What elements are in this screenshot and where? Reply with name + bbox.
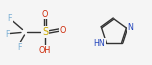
Text: F: F xyxy=(5,30,9,38)
Text: N: N xyxy=(127,23,133,32)
Text: S: S xyxy=(42,27,48,37)
Text: O: O xyxy=(60,25,66,35)
Text: OH: OH xyxy=(39,46,51,54)
Text: F: F xyxy=(17,43,21,51)
Text: F: F xyxy=(8,14,12,22)
Text: HN: HN xyxy=(94,39,105,48)
Text: O: O xyxy=(42,9,48,19)
